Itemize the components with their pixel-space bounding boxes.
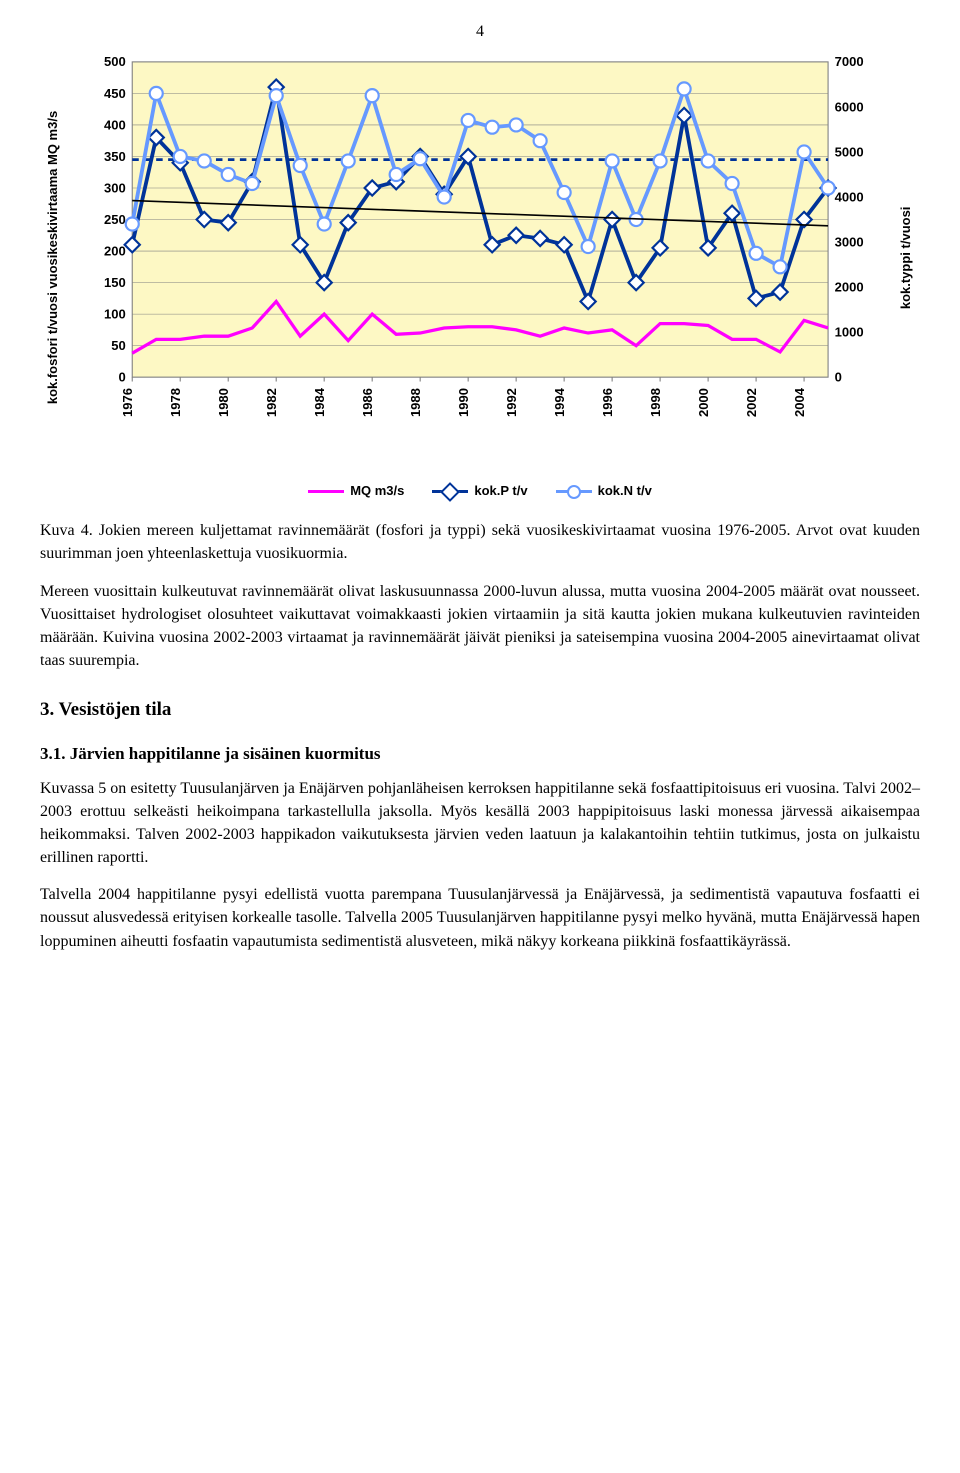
svg-text:1992: 1992	[504, 388, 519, 417]
legend-item: MQ m3/s	[308, 482, 404, 501]
svg-text:50: 50	[111, 338, 126, 353]
svg-text:0: 0	[118, 370, 125, 385]
svg-text:1998: 1998	[648, 388, 663, 417]
svg-text:500: 500	[104, 54, 126, 69]
svg-text:400: 400	[104, 117, 126, 132]
svg-text:1984: 1984	[312, 387, 327, 417]
legend-item: kok.P t/v	[432, 482, 527, 501]
legend-label: kok.N t/v	[598, 482, 652, 501]
svg-text:2000: 2000	[834, 280, 863, 295]
svg-text:1000: 1000	[834, 325, 863, 340]
svg-text:200: 200	[104, 244, 126, 259]
svg-text:1980: 1980	[216, 388, 231, 417]
svg-text:1982: 1982	[264, 388, 279, 417]
svg-text:1976: 1976	[120, 388, 135, 417]
body-paragraph-2: Kuvassa 5 on esitetty Tuusulanjärven ja …	[40, 777, 920, 870]
svg-text:2000: 2000	[696, 388, 711, 417]
svg-text:150: 150	[104, 275, 126, 290]
body-paragraph-1: Mereen vuosittain kulkeutuvat ravinnemää…	[40, 580, 920, 673]
chart-legend: MQ m3/s kok.P t/v kok.N t/v	[40, 482, 920, 501]
svg-text:7000: 7000	[834, 54, 863, 69]
legend-label: MQ m3/s	[350, 482, 404, 501]
svg-text:1978: 1978	[168, 388, 183, 417]
svg-text:100: 100	[104, 307, 126, 322]
page-number: 4	[40, 20, 920, 43]
figure-caption: Kuva 4. Jokien mereen kuljettamat ravinn…	[40, 519, 920, 565]
svg-text:3000: 3000	[834, 235, 863, 250]
svg-text:1986: 1986	[360, 388, 375, 417]
svg-text:4000: 4000	[834, 190, 863, 205]
svg-text:1996: 1996	[600, 388, 615, 417]
subsection-heading: 3.1. Järvien happitilanne ja sisäinen ku…	[40, 742, 920, 767]
svg-text:1988: 1988	[408, 388, 423, 417]
line-chart: 0501001502002503003504004505000100020003…	[67, 51, 893, 464]
svg-text:1990: 1990	[456, 388, 471, 417]
svg-text:2004: 2004	[792, 387, 807, 417]
svg-text:2002: 2002	[744, 388, 759, 417]
svg-text:450: 450	[104, 86, 126, 101]
legend-item: kok.N t/v	[556, 482, 652, 501]
svg-text:300: 300	[104, 181, 126, 196]
svg-text:5000: 5000	[834, 144, 863, 159]
svg-text:6000: 6000	[834, 99, 863, 114]
svg-text:1994: 1994	[552, 387, 567, 417]
legend-label: kok.P t/v	[474, 482, 527, 501]
body-paragraph-3: Talvella 2004 happitilanne pysyi edellis…	[40, 883, 920, 953]
svg-text:250: 250	[104, 212, 126, 227]
chart-container: kok.fosfori t/vuosi vuosikeskivirtaama M…	[40, 51, 920, 464]
svg-text:350: 350	[104, 149, 126, 164]
y-axis-right-label: kok.typpi t/vuosi	[893, 51, 920, 464]
svg-text:0: 0	[834, 370, 841, 385]
y-axis-left-label: kok.fosfori t/vuosi vuosikeskivirtaama M…	[40, 51, 67, 464]
section-heading: 3. Vesistöjen tila	[40, 696, 920, 724]
